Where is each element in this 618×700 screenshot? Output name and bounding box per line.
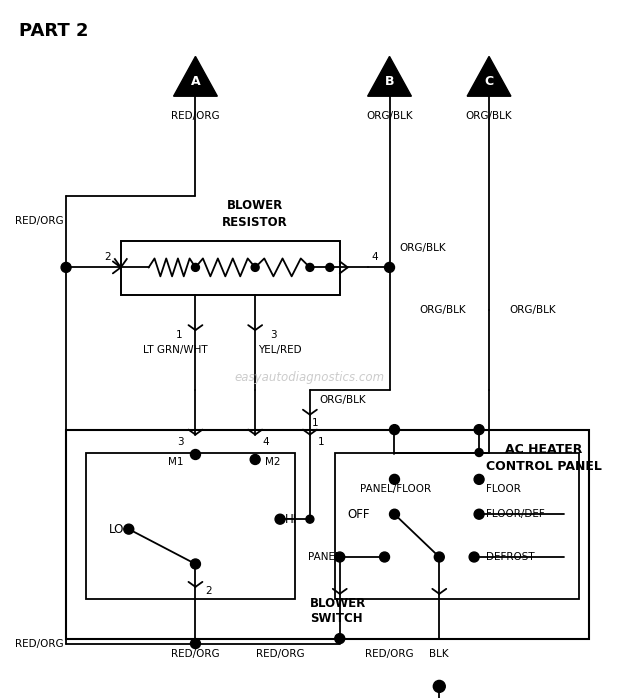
Bar — [121, 241, 340, 295]
Circle shape — [306, 515, 314, 523]
Text: B: B — [385, 75, 394, 88]
Text: RED/ORG: RED/ORG — [15, 638, 64, 649]
Text: PART 2: PART 2 — [19, 22, 89, 40]
Text: FLOOR/DEF: FLOOR/DEF — [486, 509, 545, 519]
Text: M2: M2 — [265, 458, 281, 468]
Circle shape — [379, 552, 389, 562]
Text: SWITCH: SWITCH — [310, 612, 363, 625]
Text: easyautodiagnostics.com: easyautodiagnostics.com — [235, 372, 385, 384]
Text: RED/ORG: RED/ORG — [15, 216, 64, 225]
Text: RED/ORG: RED/ORG — [171, 648, 220, 659]
Text: BLOWER: BLOWER — [227, 199, 283, 212]
Text: LT GRN/WHT: LT GRN/WHT — [143, 345, 208, 355]
Text: 2: 2 — [104, 253, 111, 262]
Polygon shape — [368, 57, 412, 96]
Circle shape — [335, 552, 345, 562]
Circle shape — [251, 263, 259, 272]
Circle shape — [389, 425, 399, 435]
Text: CONTROL PANEL: CONTROL PANEL — [486, 460, 602, 473]
Circle shape — [389, 509, 399, 519]
Circle shape — [389, 475, 399, 484]
Text: BLOWER: BLOWER — [310, 597, 366, 610]
Text: RESISTOR: RESISTOR — [222, 216, 288, 229]
Text: 1: 1 — [311, 418, 318, 428]
Circle shape — [433, 680, 445, 692]
Circle shape — [474, 475, 484, 484]
Bar — [335, 452, 578, 598]
Circle shape — [306, 263, 314, 272]
Text: PANEL/FLOOR: PANEL/FLOOR — [360, 484, 431, 494]
Circle shape — [61, 262, 71, 272]
Text: ORG/BLK: ORG/BLK — [320, 395, 366, 405]
Text: RED/ORG: RED/ORG — [171, 111, 220, 121]
Text: 1: 1 — [176, 330, 182, 340]
Circle shape — [474, 425, 484, 435]
Circle shape — [335, 634, 345, 643]
Text: AC HEATER: AC HEATER — [505, 443, 583, 456]
Polygon shape — [467, 57, 511, 96]
Circle shape — [469, 552, 479, 562]
Circle shape — [250, 454, 260, 464]
Text: BLK: BLK — [430, 648, 449, 659]
Text: FLOOR: FLOOR — [486, 484, 521, 494]
Text: HI: HI — [285, 512, 297, 526]
Text: 3: 3 — [270, 330, 277, 340]
Text: C: C — [485, 75, 494, 88]
Text: PANEL: PANEL — [308, 552, 341, 562]
Circle shape — [124, 524, 133, 534]
Text: 4: 4 — [262, 437, 269, 447]
Circle shape — [475, 449, 483, 456]
Circle shape — [192, 263, 200, 272]
Text: ORG/BLK: ORG/BLK — [509, 305, 556, 315]
Text: ORG/BLK: ORG/BLK — [399, 244, 446, 253]
Circle shape — [275, 514, 285, 524]
Text: 2: 2 — [205, 586, 212, 596]
Polygon shape — [174, 57, 218, 96]
Bar — [66, 430, 588, 638]
Circle shape — [190, 559, 200, 569]
Circle shape — [190, 638, 200, 649]
Text: ORG/BLK: ORG/BLK — [466, 111, 512, 121]
Text: 3: 3 — [177, 437, 184, 447]
Text: 4: 4 — [371, 253, 378, 262]
Text: A: A — [190, 75, 200, 88]
Circle shape — [474, 509, 484, 519]
Text: RED/ORG: RED/ORG — [256, 648, 304, 659]
Text: YEL/RED: YEL/RED — [258, 345, 302, 355]
Text: LO: LO — [109, 523, 124, 536]
Text: DEFROST: DEFROST — [486, 552, 535, 562]
Bar — [86, 452, 295, 598]
Text: ORG/BLK: ORG/BLK — [366, 111, 413, 121]
Circle shape — [434, 552, 444, 562]
Text: RED/ORG: RED/ORG — [365, 648, 414, 659]
Text: OFF: OFF — [347, 508, 370, 521]
Text: 1: 1 — [318, 437, 324, 447]
Text: M1: M1 — [168, 458, 184, 468]
Circle shape — [190, 449, 200, 459]
Text: ORG/BLK: ORG/BLK — [420, 305, 466, 315]
Circle shape — [384, 262, 394, 272]
Circle shape — [326, 263, 334, 272]
